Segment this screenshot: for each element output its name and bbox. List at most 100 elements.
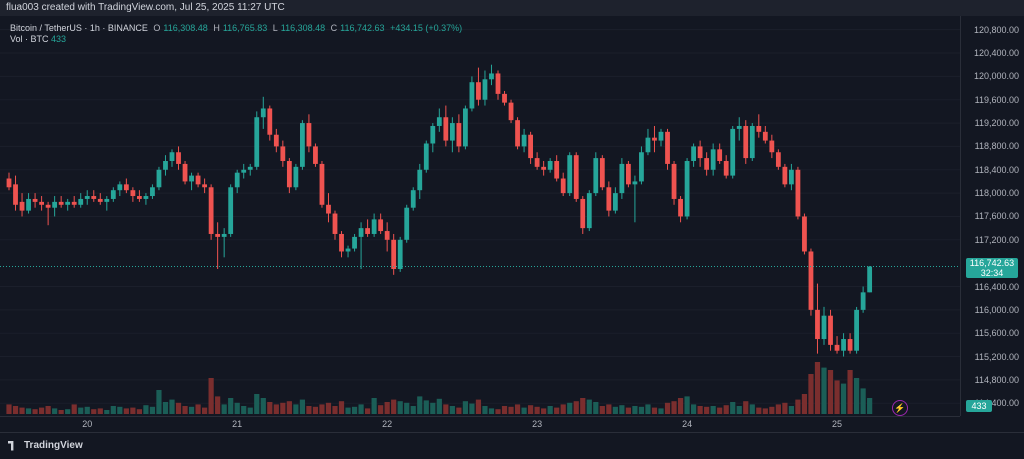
- candle-body[interactable]: [508, 102, 514, 121]
- candle-body[interactable]: [117, 184, 123, 191]
- candle-body[interactable]: [65, 201, 71, 205]
- candle-body[interactable]: [267, 108, 273, 135]
- candle-body[interactable]: [573, 155, 579, 199]
- candle-body[interactable]: [352, 236, 357, 249]
- candle-body[interactable]: [326, 204, 331, 214]
- candle-body[interactable]: [789, 169, 794, 185]
- candle-body[interactable]: [84, 196, 90, 199]
- candle-body[interactable]: [593, 158, 599, 194]
- candle-body[interactable]: [502, 93, 507, 103]
- candle-body[interactable]: [586, 193, 592, 229]
- candle-body[interactable]: [821, 315, 827, 340]
- candle-body[interactable]: [521, 134, 527, 147]
- candle-body[interactable]: [241, 169, 247, 173]
- candle-body[interactable]: [123, 184, 129, 191]
- candle-body[interactable]: [163, 161, 168, 170]
- candle-body[interactable]: [834, 344, 840, 351]
- candle-body[interactable]: [671, 163, 677, 199]
- candle-body[interactable]: [808, 251, 814, 310]
- lightning-icon[interactable]: ⚡: [892, 400, 908, 416]
- candle-body[interactable]: [860, 292, 866, 310]
- candle-body[interactable]: [606, 187, 612, 211]
- candle-body[interactable]: [378, 219, 384, 232]
- candle-body[interactable]: [260, 108, 266, 118]
- candle-body[interactable]: [456, 123, 462, 147]
- candle-body[interactable]: [247, 166, 253, 170]
- candle-body[interactable]: [52, 201, 58, 208]
- candle-body[interactable]: [104, 198, 110, 202]
- candle-body[interactable]: [110, 190, 116, 199]
- candle-body[interactable]: [189, 175, 194, 182]
- candle-body[interactable]: [612, 193, 618, 211]
- candle-body[interactable]: [423, 143, 429, 170]
- candle-body[interactable]: [560, 178, 566, 194]
- candle-body[interactable]: [769, 140, 775, 153]
- candle-body[interactable]: [313, 146, 318, 164]
- volume-legend-label[interactable]: Vol · BTC: [10, 34, 49, 44]
- candle-body[interactable]: [463, 108, 468, 147]
- candle-body[interactable]: [449, 123, 455, 141]
- candle-body[interactable]: [652, 137, 657, 141]
- candle-body[interactable]: [567, 155, 573, 194]
- candle-body[interactable]: [867, 266, 873, 293]
- candle-body[interactable]: [515, 120, 520, 147]
- candle-body[interactable]: [430, 125, 436, 144]
- candle-body[interactable]: [554, 161, 560, 179]
- candle-body[interactable]: [345, 248, 351, 252]
- tradingview-logo[interactable]: TradingView: [8, 440, 83, 451]
- candle-body[interactable]: [743, 125, 749, 159]
- candle-body[interactable]: [208, 187, 214, 234]
- candle-body[interactable]: [26, 198, 31, 211]
- candle-body[interactable]: [658, 131, 664, 141]
- candle-body[interactable]: [436, 117, 442, 126]
- candle-body[interactable]: [619, 163, 625, 194]
- candle-body[interactable]: [6, 178, 12, 188]
- candle-body[interactable]: [691, 146, 696, 162]
- candle-body[interactable]: [404, 207, 410, 240]
- candle-body[interactable]: [71, 201, 77, 205]
- candle-body[interactable]: [723, 161, 729, 176]
- candle-body[interactable]: [684, 161, 690, 217]
- candle-body[interactable]: [815, 309, 820, 340]
- candle-body[interactable]: [97, 198, 103, 202]
- candle-body[interactable]: [39, 201, 44, 205]
- candle-body[interactable]: [391, 239, 397, 269]
- candle-body[interactable]: [469, 82, 475, 109]
- candle-body[interactable]: [417, 169, 423, 191]
- candle-body[interactable]: [762, 131, 768, 141]
- candle-body[interactable]: [169, 152, 175, 162]
- candle-body[interactable]: [358, 228, 364, 237]
- candle-body[interactable]: [202, 184, 207, 188]
- candle-body[interactable]: [45, 204, 51, 208]
- candle-body[interactable]: [254, 117, 260, 167]
- candle-body[interactable]: [91, 196, 97, 199]
- candle-body[interactable]: [130, 190, 136, 197]
- candle-body[interactable]: [802, 216, 807, 252]
- candle-body[interactable]: [221, 233, 227, 237]
- candle-body[interactable]: [626, 163, 631, 185]
- candle-body[interactable]: [847, 339, 853, 351]
- candle-body[interactable]: [410, 190, 416, 208]
- candle-body[interactable]: [697, 146, 703, 159]
- candle-body[interactable]: [489, 73, 494, 80]
- candle-body[interactable]: [443, 117, 449, 141]
- candle-body[interactable]: [182, 163, 188, 182]
- candle-body[interactable]: [143, 196, 149, 199]
- candle-body[interactable]: [665, 131, 670, 164]
- candle-body[interactable]: [306, 123, 312, 147]
- candle-body[interactable]: [476, 82, 481, 100]
- candle-body[interactable]: [775, 152, 781, 167]
- candle-body[interactable]: [234, 172, 240, 188]
- candle-body[interactable]: [384, 231, 390, 240]
- candle-body[interactable]: [639, 152, 644, 182]
- candle-body[interactable]: [541, 166, 547, 170]
- candle-body[interactable]: [580, 198, 586, 229]
- candle-body[interactable]: [365, 228, 370, 234]
- candle-body[interactable]: [717, 149, 723, 162]
- candle-body[interactable]: [215, 233, 221, 237]
- candle-body[interactable]: [841, 339, 846, 351]
- candle-body[interactable]: [828, 315, 833, 345]
- candle-body[interactable]: [599, 158, 605, 188]
- candle-body[interactable]: [678, 198, 683, 217]
- candle-body[interactable]: [293, 166, 299, 188]
